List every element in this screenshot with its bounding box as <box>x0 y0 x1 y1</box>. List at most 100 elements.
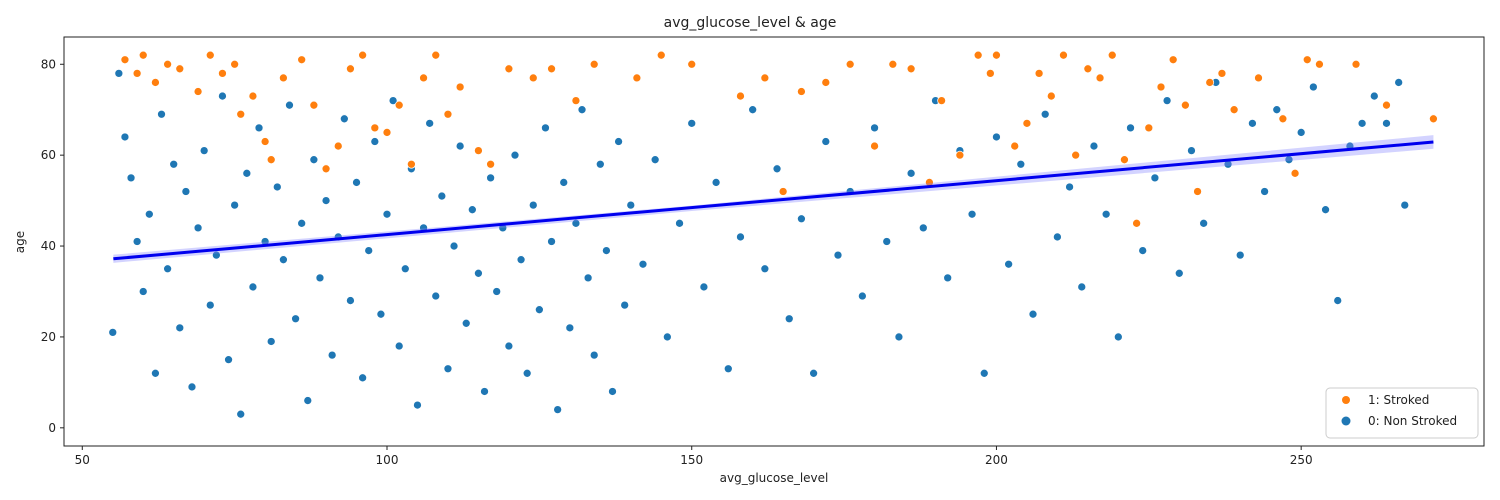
point-non-stroked-77 <box>577 105 587 115</box>
point-stroked-55 <box>1022 118 1032 128</box>
y-tick-label: 20 <box>41 330 56 344</box>
point-stroked-64 <box>1132 218 1141 228</box>
point-non-stroked-137 <box>1260 187 1269 196</box>
point-stroked-30 <box>486 159 495 169</box>
point-non-stroked-108 <box>906 168 916 178</box>
point-non-stroked-130 <box>1174 268 1184 278</box>
point-stroked-22 <box>382 128 392 137</box>
point-stroked-71 <box>1217 69 1227 78</box>
point-non-stroked-2 <box>120 132 130 142</box>
point-stroked-67 <box>1168 55 1178 65</box>
point-non-stroked-29 <box>285 100 294 110</box>
point-non-stroked-69 <box>528 200 538 210</box>
point-stroked-24 <box>407 159 416 169</box>
point-non-stroked-28 <box>279 255 288 265</box>
point-non-stroked-117 <box>1016 159 1026 169</box>
point-non-stroked-55 <box>443 364 453 374</box>
point-non-stroked-58 <box>461 318 471 328</box>
x-axis: 50 100 150 200 250 <box>75 446 1313 467</box>
point-stroked-6 <box>193 87 203 96</box>
point-non-stroked-81 <box>602 246 611 255</box>
point-non-stroked-146 <box>1369 91 1379 101</box>
point-non-stroked-0 <box>108 328 118 337</box>
point-non-stroked-70 <box>535 305 544 315</box>
point-stroked-58 <box>1059 50 1068 60</box>
point-stroked-61 <box>1095 73 1105 83</box>
point-non-stroked-111 <box>943 273 953 283</box>
point-non-stroked-63 <box>492 287 502 296</box>
point-non-stroked-62 <box>486 173 495 183</box>
point-stroked-13 <box>266 155 276 165</box>
point-non-stroked-16 <box>205 300 215 310</box>
point-non-stroked-75 <box>565 323 575 333</box>
point-non-stroked-86 <box>638 259 648 269</box>
x-tick-label: 150 <box>680 453 703 467</box>
point-non-stroked-84 <box>620 300 630 310</box>
point-non-stroked-57 <box>455 141 465 151</box>
x-tick-label: 50 <box>75 453 90 467</box>
point-non-stroked-88 <box>662 332 672 342</box>
point-non-stroked-44 <box>376 309 386 319</box>
point-non-stroked-24 <box>254 123 264 133</box>
point-stroked-43 <box>821 78 831 87</box>
point-stroked-11 <box>248 91 258 101</box>
point-non-stroked-50 <box>413 400 422 410</box>
point-non-stroked-115 <box>992 132 1001 142</box>
legend-label-stroked: 1: Stroked <box>1368 393 1429 407</box>
point-non-stroked-124 <box>1101 209 1111 219</box>
point-non-stroked-83 <box>614 137 623 146</box>
point-non-stroked-128 <box>1150 173 1160 183</box>
point-stroked-15 <box>297 55 307 65</box>
point-non-stroked-135 <box>1235 250 1245 260</box>
legend-marker-non-stroked <box>1341 416 1351 426</box>
point-stroked-4 <box>163 59 172 69</box>
point-stroked-16 <box>309 100 319 110</box>
point-stroked-12 <box>260 137 270 146</box>
y-axis: 0 20 40 60 80 <box>41 57 64 435</box>
point-stroked-66 <box>1156 82 1166 92</box>
point-non-stroked-106 <box>882 237 892 246</box>
point-stroked-37 <box>656 50 666 60</box>
y-tick-label: 60 <box>41 148 56 162</box>
point-non-stroked-27 <box>272 182 282 192</box>
point-non-stroked-9 <box>163 264 172 274</box>
point-stroked-74 <box>1278 114 1288 124</box>
point-stroked-46 <box>888 59 898 69</box>
point-non-stroked-129 <box>1162 96 1172 105</box>
point-non-stroked-114 <box>979 368 989 378</box>
point-non-stroked-123 <box>1089 141 1099 151</box>
point-stroked-68 <box>1181 100 1190 110</box>
point-stroked-52 <box>985 69 995 78</box>
point-stroked-40 <box>760 73 770 83</box>
legend: 1: Stroked 0: Non Stroked <box>1325 387 1479 439</box>
point-non-stroked-125 <box>1113 332 1123 342</box>
legend-marker-stroked <box>1342 396 1350 404</box>
point-non-stroked-98 <box>784 314 794 324</box>
point-non-stroked-104 <box>858 291 867 301</box>
point-non-stroked-59 <box>467 205 477 215</box>
point-non-stroked-148 <box>1394 78 1404 87</box>
point-non-stroked-43 <box>370 137 380 146</box>
point-non-stroked-131 <box>1187 146 1196 155</box>
point-non-stroked-11 <box>175 323 185 333</box>
point-non-stroked-48 <box>400 264 410 274</box>
point-non-stroked-42 <box>364 246 374 255</box>
point-stroked-10 <box>236 109 246 119</box>
point-non-stroked-67 <box>516 255 526 265</box>
point-stroked-35 <box>589 59 599 69</box>
point-stroked-57 <box>1046 91 1056 101</box>
point-non-stroked-105 <box>870 123 879 133</box>
point-non-stroked-74 <box>559 178 569 187</box>
point-non-stroked-147 <box>1382 118 1391 128</box>
point-stroked-29 <box>474 146 483 155</box>
point-stroked-60 <box>1083 64 1093 74</box>
y-tick-label: 80 <box>41 57 56 71</box>
trendline-layer <box>113 135 1434 263</box>
point-stroked-0 <box>120 55 130 65</box>
point-stroked-32 <box>528 73 538 83</box>
legend-box <box>1325 387 1479 439</box>
point-non-stroked-10 <box>169 159 179 169</box>
point-non-stroked-99 <box>797 214 806 224</box>
chart-title: avg_glucose_level & age <box>664 15 837 31</box>
